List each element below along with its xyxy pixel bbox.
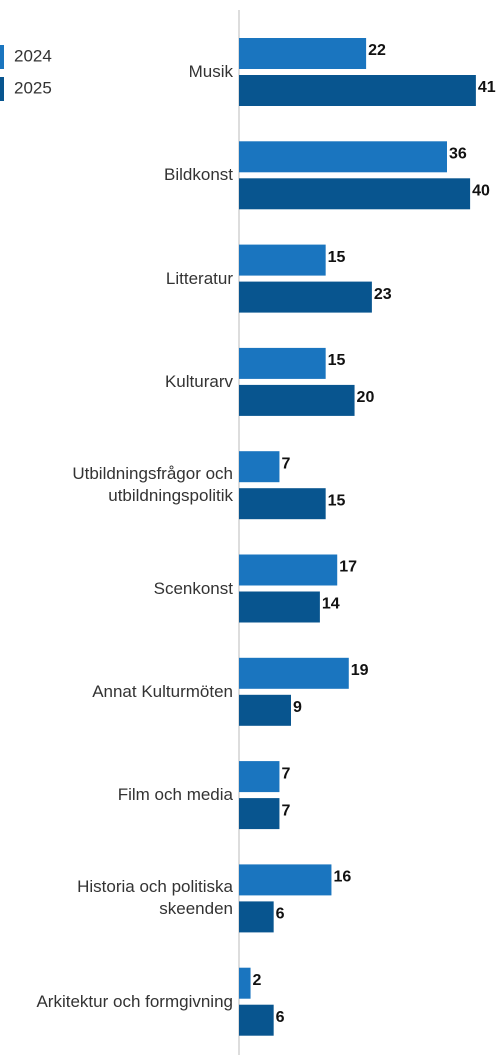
legend-swatch [0,77,4,101]
category-label: Historia och politiska skeenden [77,877,233,919]
category-label: Kulturarv [164,371,233,391]
bar [239,281,372,313]
value-label: 2 [253,972,262,989]
bar [239,451,280,483]
legend-label: 2024 [14,46,52,65]
category-label: Scenkonst [153,578,233,598]
category-label: Musik [188,62,233,81]
value-label: 23 [374,286,392,303]
category-label: Litteratur [165,268,233,288]
category-label: Arkitektur och formgivning [36,991,233,1011]
value-label: 7 [281,455,290,472]
legend-swatch [0,45,4,69]
value-label: 15 [328,249,346,266]
value-label: 36 [449,146,467,163]
value-label: 22 [368,42,386,59]
bar [239,244,326,276]
bar [239,798,280,830]
bar [239,347,326,379]
value-label: 19 [351,662,369,679]
value-label: 7 [281,765,290,782]
bar [239,591,320,623]
bar [239,1004,274,1036]
value-label: 15 [328,492,346,509]
bar [239,657,349,689]
bar [239,178,471,210]
bar [239,384,355,416]
bar [239,554,338,586]
value-label: 7 [281,802,290,819]
category-label: Bildkonst [164,165,233,185]
value-label: 17 [339,559,357,576]
value-label: 9 [293,699,302,716]
bar [239,488,326,520]
bar [239,38,367,69]
bar [239,901,274,933]
value-label: 14 [322,596,340,613]
value-label: 6 [276,906,285,923]
value-label: 15 [328,352,346,369]
bar [239,75,476,106]
category-label: Film och media [117,785,233,805]
value-label: 16 [333,869,351,886]
bar [239,967,251,999]
category-label: Utbildningsfrågor och utbildningspolitik [72,464,233,506]
bar [239,694,291,726]
value-label: 40 [472,183,490,200]
legend-label: 2025 [14,78,52,97]
bar [239,761,280,793]
bar [239,141,447,173]
value-label: 20 [357,389,375,406]
category-label: Annat Kulturmöten [92,681,233,701]
bar [239,864,332,896]
value-label: 6 [276,1009,285,1026]
value-label: 41 [478,79,496,96]
